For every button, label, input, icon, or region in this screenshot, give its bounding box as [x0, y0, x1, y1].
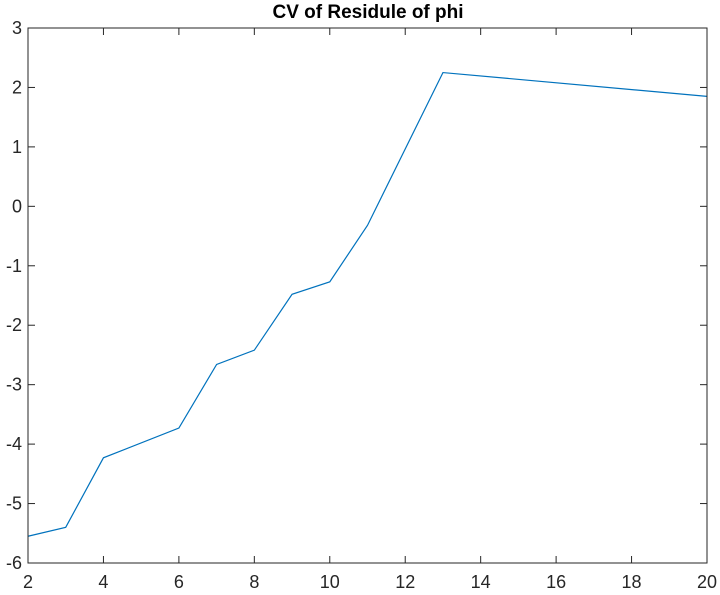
x-tick-label: 2: [23, 572, 33, 592]
x-tick-label: 8: [249, 572, 259, 592]
plot-area: [28, 28, 707, 563]
y-tick-label: -2: [6, 315, 22, 335]
x-tick-label: 20: [697, 572, 717, 592]
x-tick-label: 12: [395, 572, 415, 592]
y-tick-label: -3: [6, 375, 22, 395]
y-tick-label: -4: [6, 434, 22, 454]
x-tick-label: 6: [174, 572, 184, 592]
plot-box: [27, 27, 708, 564]
y-tick-label: -5: [6, 494, 22, 514]
y-tick-label: 2: [12, 77, 22, 97]
series-line: [27, 71, 708, 537]
y-tick-label: 1: [12, 137, 22, 157]
x-tick-label: 14: [471, 572, 491, 592]
series-layer: [27, 71, 708, 537]
x-tick-label: 4: [98, 572, 108, 592]
x-tick-label: 18: [622, 572, 642, 592]
y-tick-label: 0: [12, 196, 22, 216]
y-tick-label: 3: [12, 18, 22, 38]
y-tick-label: -6: [6, 553, 22, 573]
x-tick-label: 16: [546, 572, 566, 592]
y-tick-label: -1: [6, 256, 22, 276]
x-tick-label: 10: [320, 572, 340, 592]
chart-title: CV of Residule of phi: [272, 2, 463, 23]
